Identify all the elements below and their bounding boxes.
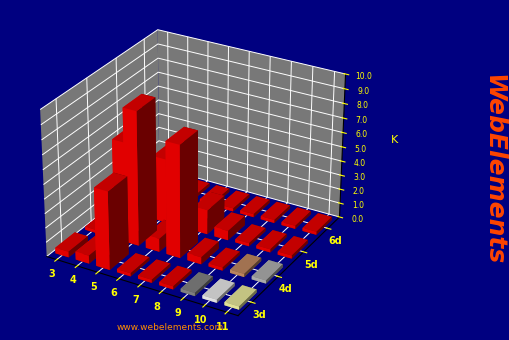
Text: www.webelements.com: www.webelements.com — [116, 323, 223, 332]
Text: WebElements: WebElements — [480, 74, 504, 266]
